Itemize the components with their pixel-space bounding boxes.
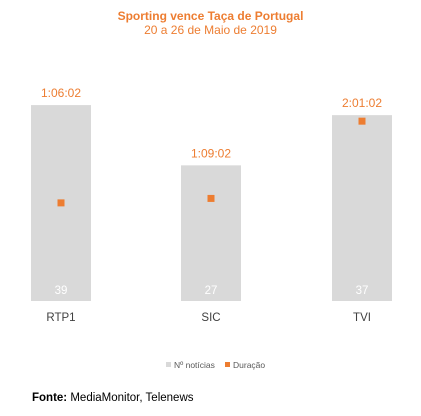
- legend-swatch-noticias: [166, 362, 171, 367]
- source-text: MediaMonitor, Telenews: [70, 392, 194, 404]
- bar-value-label: 27: [205, 285, 218, 297]
- duration-point-sic: [207, 194, 215, 202]
- category-label: SIC: [201, 312, 220, 324]
- legend-swatch-duracao: [225, 362, 230, 367]
- duration-label: 2:01:02: [342, 96, 382, 110]
- duration-point-rtp1: [57, 199, 65, 207]
- category-label: RTP1: [46, 312, 75, 324]
- chart-title: Sporting vence Taça de Portugal: [117, 9, 304, 23]
- bar-value-label: 37: [356, 285, 369, 297]
- category-label: TVI: [353, 312, 371, 324]
- chart-subtitle: 20 a 26 de Maio de 2019: [144, 23, 277, 37]
- bar-value-label: 39: [55, 285, 68, 297]
- legend-label-noticias: Nº notícias: [174, 360, 215, 370]
- duration-point-tvi: [358, 117, 366, 125]
- bar-sic: [181, 165, 241, 301]
- legend-label-duracao: Duração: [233, 360, 265, 370]
- duration-label: 1:09:02: [191, 146, 231, 160]
- bar-tvi: [332, 115, 392, 301]
- source-note: Fonte: MediaMonitor, Telenews: [32, 392, 194, 404]
- duration-label: 1:06:02: [41, 86, 81, 100]
- source-label: Fonte:: [32, 392, 68, 404]
